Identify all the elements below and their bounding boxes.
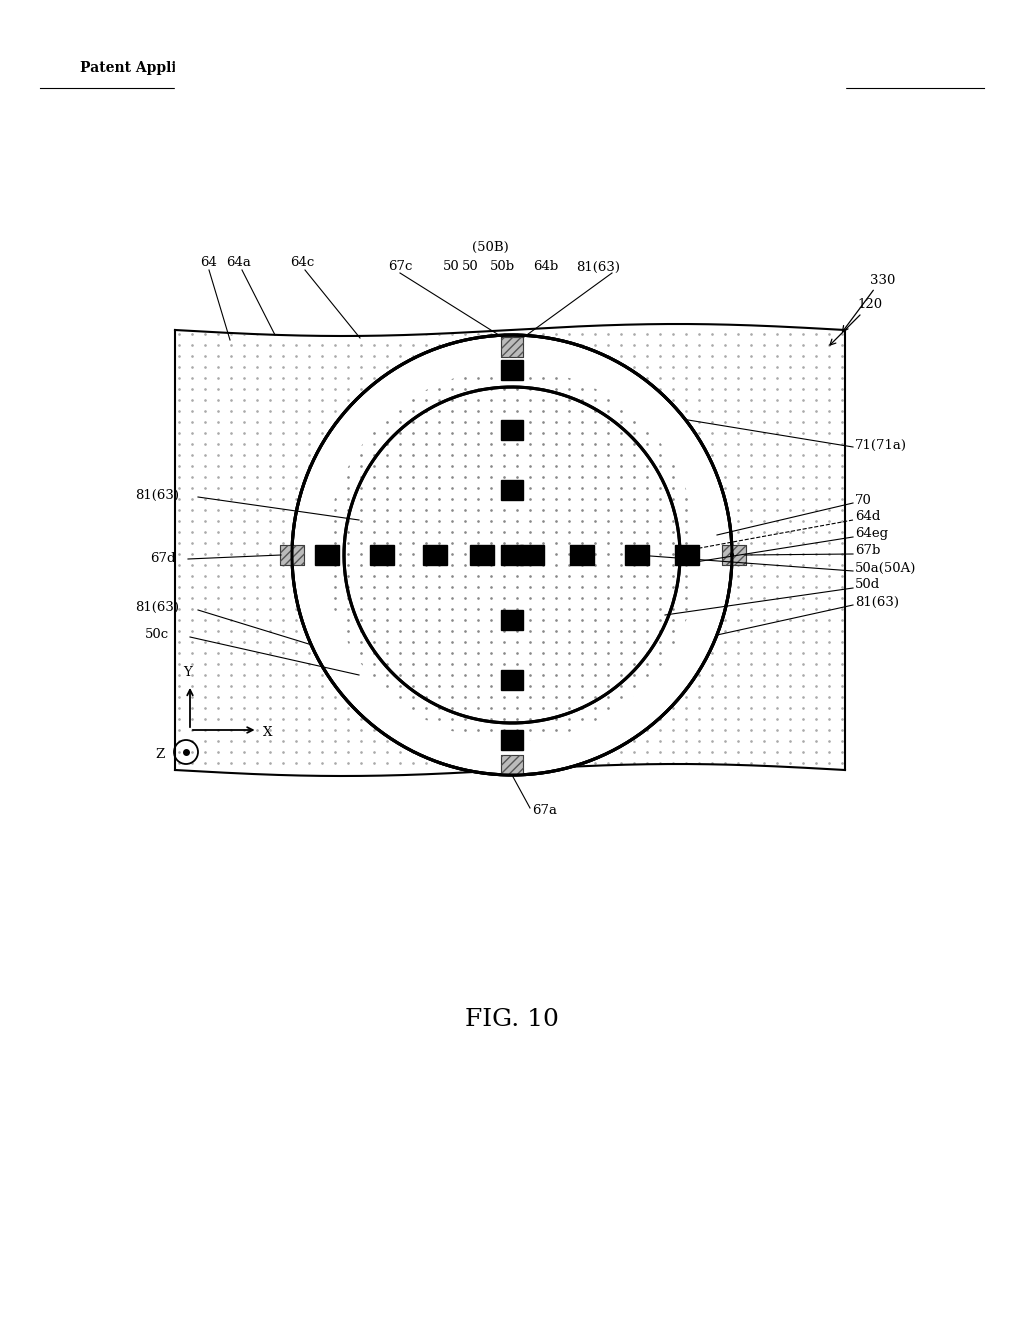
Text: 50b: 50b xyxy=(490,260,515,273)
Text: 330: 330 xyxy=(870,273,895,286)
Bar xyxy=(280,545,304,565)
Text: 70: 70 xyxy=(855,494,871,507)
Text: Patent Application Publication: Patent Application Publication xyxy=(80,61,319,75)
Text: Y: Y xyxy=(183,667,193,680)
Text: 64c: 64c xyxy=(290,256,314,269)
Text: FIG. 10: FIG. 10 xyxy=(465,1008,559,1031)
Text: 64b: 64b xyxy=(534,260,558,273)
Bar xyxy=(501,730,523,750)
Text: 64: 64 xyxy=(200,256,217,269)
Text: 64d: 64d xyxy=(855,511,881,524)
Text: 50: 50 xyxy=(462,260,479,273)
Bar xyxy=(501,420,523,440)
Bar xyxy=(501,755,523,775)
Text: 81(63): 81(63) xyxy=(855,595,899,609)
Text: 67c: 67c xyxy=(388,260,413,273)
Text: 50c: 50c xyxy=(145,628,169,642)
Bar xyxy=(722,545,746,565)
Text: 81(63): 81(63) xyxy=(575,260,620,273)
Polygon shape xyxy=(292,335,732,775)
Text: 67b: 67b xyxy=(855,544,881,557)
Bar xyxy=(501,755,523,775)
Text: 50: 50 xyxy=(443,260,460,273)
Text: 64a: 64a xyxy=(226,256,251,269)
Text: 67a: 67a xyxy=(532,804,557,817)
Text: X: X xyxy=(263,726,272,738)
Bar xyxy=(370,545,394,565)
Bar xyxy=(625,545,649,565)
Bar xyxy=(280,545,304,565)
Text: 71(71a): 71(71a) xyxy=(855,438,907,451)
Text: 50a(50A): 50a(50A) xyxy=(855,561,916,574)
Bar xyxy=(501,671,523,690)
Text: 81(63): 81(63) xyxy=(135,601,179,614)
Bar xyxy=(570,545,594,565)
Bar xyxy=(470,545,495,565)
Text: Oct. 3, 2013   Sheet 8 of 21: Oct. 3, 2013 Sheet 8 of 21 xyxy=(375,61,588,75)
Text: 64eg: 64eg xyxy=(855,528,888,540)
Text: 67d: 67d xyxy=(150,553,175,565)
Bar xyxy=(501,545,523,565)
Text: (50B): (50B) xyxy=(472,240,509,253)
Bar xyxy=(315,545,339,565)
Bar xyxy=(501,337,523,356)
Bar xyxy=(520,545,544,565)
Bar xyxy=(501,610,523,630)
Text: 120: 120 xyxy=(857,298,882,312)
Text: Z: Z xyxy=(156,747,165,760)
Bar xyxy=(501,480,523,500)
Text: 50d: 50d xyxy=(855,578,881,591)
Bar xyxy=(423,545,447,565)
Bar xyxy=(675,545,699,565)
Text: US 2013/0255393 A1: US 2013/0255393 A1 xyxy=(680,61,844,75)
Text: 81(63): 81(63) xyxy=(135,488,179,502)
Bar xyxy=(722,545,746,565)
Bar xyxy=(501,360,523,380)
Bar xyxy=(501,337,523,356)
